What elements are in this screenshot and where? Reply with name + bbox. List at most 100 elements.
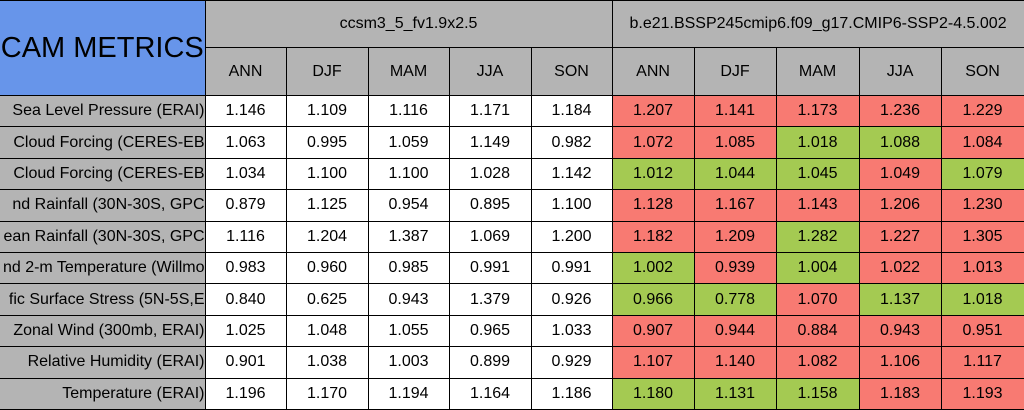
case-value-cell: 1.141 [693,94,777,128]
baseline-value-cell: 1.149 [448,126,532,159]
case-value-cell: 1.137 [858,283,942,316]
baseline-value-cell: 0.926 [530,283,613,316]
baseline-value-cell: 0.901 [204,346,287,379]
baseline-value-cell: 1.200 [530,220,613,253]
baseline-value-cell: 0.985 [367,251,450,285]
case-value-cell: 0.966 [611,283,695,316]
metric-label: fic Surface Stress (5N-5S,E [0,283,206,316]
case-value-cell: 0.884 [775,314,860,348]
metric-label: nd 2-m Temperature (Willmo [0,251,206,285]
baseline-value-cell: 1.100 [530,189,613,222]
season-header-jja: JJA [858,47,942,96]
metric-label: Relative Humidity (ERAI) [0,346,206,379]
baseline-value-cell: 1.194 [367,377,450,410]
case-value-cell: 1.180 [611,377,695,410]
case-value-cell: 1.013 [940,251,1024,285]
case-value-cell: 1.143 [775,189,860,222]
metric-label: Zonal Wind (300mb, ERAI) [0,314,206,348]
baseline-value-cell: 1.146 [204,94,287,128]
baseline-value-cell: 0.982 [530,126,613,159]
baseline-value-cell: 1.196 [204,377,287,410]
baseline-value-cell: 1.063 [204,126,287,159]
case-value-cell: 1.079 [940,157,1024,191]
season-header-mam: MAM [367,47,450,96]
case-value-cell: 1.158 [775,377,860,410]
case-value-cell: 1.117 [940,346,1024,379]
case-value-cell: 1.140 [693,346,777,379]
table-row: Zonal Wind (300mb, ERAI) 1.025 1.048 1.055 0… [0,314,1024,348]
case-value-cell: 1.207 [611,94,695,128]
baseline-value-cell: 1.164 [448,377,532,410]
baseline-value-cell: 0.929 [530,346,613,379]
case-value-cell: 1.227 [858,220,942,253]
case-value-cell: 0.951 [940,314,1024,348]
baseline-model-header: ccsm3_5_fv1.9x2.5 [204,0,613,48]
case-value-cell: 1.230 [940,189,1024,222]
case-value-cell: 0.778 [693,283,777,316]
case-value-cell: 1.282 [775,220,860,253]
table-row: Cloud Forcing (CERES-EB 1.034 1.100 1.100 1.… [0,157,1024,191]
case-value-cell: 1.167 [693,189,777,222]
baseline-value-cell: 0.983 [204,251,287,285]
case-value-cell: 1.085 [693,126,777,159]
baseline-value-cell: 0.965 [448,314,532,348]
case-value-cell: 1.049 [858,157,942,191]
case-value-cell: 1.229 [940,94,1024,128]
table-row: Temperature (ERAI) 1.196 1.170 1.194 1.164 1.… [0,377,1024,410]
season-header-djf: DJF [285,47,369,96]
baseline-value-cell: 0.995 [285,126,369,159]
baseline-value-cell: 1.116 [204,220,287,253]
baseline-value-cell: 1.125 [285,189,369,222]
baseline-value-cell: 0.954 [367,189,450,222]
baseline-value-cell: 1.025 [204,314,287,348]
season-header-son: SON [940,47,1024,96]
case-value-cell: 1.107 [611,346,695,379]
baseline-value-cell: 1.033 [530,314,613,348]
season-header-ann: ANN [611,47,695,96]
metric-label: Cloud Forcing (CERES-EB [0,157,206,191]
case-value-cell: 1.002 [611,251,695,285]
case-value-cell: 1.128 [611,189,695,222]
metrics-tbody: Sea Level Pressure (ERAI) 1.146 1.109 1.116… [0,94,1024,410]
case-value-cell: 1.072 [611,126,695,159]
table-row: ean Rainfall (30N-30S, GPC 1.116 1.204 1.38… [0,220,1024,253]
metric-label: Temperature (ERAI) [0,377,206,410]
season-header-ann: ANN [205,47,287,96]
baseline-value-cell: 1.034 [204,157,287,191]
case-value-cell: 1.022 [858,251,942,285]
table-row: nd Rainfall (30N-30S, GPC 0.879 1.125 0.954… [0,189,1024,222]
case-value-cell: 1.018 [775,126,860,159]
case-value-cell: 1.106 [858,346,942,379]
case-value-cell: 1.193 [940,377,1024,410]
table-row: Relative Humidity (ERAI) 0.901 1.038 1.003 0… [0,346,1024,379]
case-value-cell: 1.082 [775,346,860,379]
model-header-row: CAM METRICS ccsm3_5_fv1.9x2.5 b.e21.BSSP… [0,0,1024,96]
baseline-value-cell: 1.109 [285,94,369,128]
baseline-value-cell: 1.184 [530,94,613,128]
case-value-cell: 1.206 [858,189,942,222]
baseline-value-cell: 1.028 [448,157,532,191]
case-value-cell: 0.907 [611,314,695,348]
baseline-value-cell: 0.991 [448,251,532,285]
baseline-value-cell: 1.038 [285,346,369,379]
case-value-cell: 0.943 [858,314,942,348]
metric-label: Sea Level Pressure (ERAI) [0,94,206,128]
case-value-cell: 1.044 [693,157,777,191]
metric-label: Cloud Forcing (CERES-EB [0,126,206,159]
case-value-cell: 1.045 [775,157,860,191]
baseline-value-cell: 0.625 [285,283,369,316]
baseline-value-cell: 1.171 [448,94,532,128]
baseline-value-cell: 0.840 [204,283,287,316]
season-header-djf: DJF [693,47,777,96]
case-value-cell: 1.182 [611,220,695,253]
case-value-cell: 1.183 [858,377,942,410]
baseline-value-cell: 1.100 [285,157,369,191]
baseline-value-cell: 0.943 [367,283,450,316]
case-value-cell: 1.018 [940,283,1024,316]
baseline-value-cell: 1.387 [367,220,450,253]
baseline-value-cell: 0.960 [285,251,369,285]
case-value-cell: 1.012 [611,157,695,191]
baseline-value-cell: 1.142 [530,157,613,191]
